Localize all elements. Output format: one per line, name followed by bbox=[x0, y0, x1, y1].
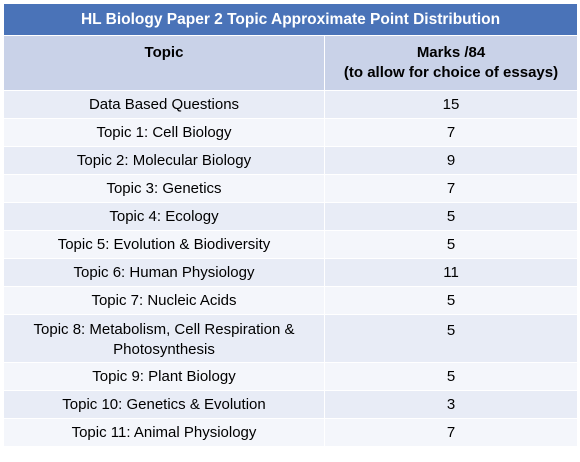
topic-label: Topic 6: Human Physiology bbox=[73, 263, 255, 281]
table-body: Data Based Questions 15 Topic 1: Cell Biol… bbox=[3, 90, 579, 447]
marks-value: 5 bbox=[446, 367, 456, 385]
header-marks: Marks /84 (to allow for choice of essays… bbox=[323, 35, 579, 91]
topic-cell: Topic 6: Human Physiology bbox=[3, 258, 325, 287]
header-marks-note: (to allow for choice of essays) bbox=[343, 64, 559, 81]
topic-cell: Topic 4: Ecology bbox=[3, 202, 325, 231]
topic-cell: Topic 8: Metabolism, Cell Respiration & … bbox=[3, 314, 325, 363]
topic-label: Topic 11: Animal Physiology bbox=[71, 423, 257, 441]
topic-cell: Topic 5: Evolution & Biodiversity bbox=[3, 230, 325, 259]
topic-cell: Topic 9: Plant Biology bbox=[3, 362, 325, 391]
table-row: Topic 2: Molecular Biology 9 bbox=[3, 146, 579, 175]
table-row: Topic 5: Evolution & Biodiversity 5 bbox=[3, 230, 579, 259]
marks-cell: 7 bbox=[323, 418, 579, 447]
topic-cell: Topic 11: Animal Physiology bbox=[3, 418, 325, 447]
marks-value: 5 bbox=[446, 291, 456, 309]
point-distribution-table-container: HL Biology Paper 2 Topic Approximate Poi… bbox=[2, 3, 579, 459]
topic-label: Topic 2: Molecular Biology bbox=[76, 151, 252, 169]
table-row: Topic 6: Human Physiology 11 bbox=[3, 258, 579, 287]
topic-label: Topic 10: Genetics & Evolution bbox=[62, 395, 266, 413]
marks-value: 7 bbox=[446, 423, 456, 441]
topic-label: Topic 3: Genetics bbox=[106, 179, 222, 197]
table-header-row: Topic Marks /84 (to allow for choice of … bbox=[3, 35, 579, 91]
table-row: Topic 10: Genetics & Evolution 3 bbox=[3, 390, 579, 419]
marks-cell: 5 bbox=[323, 230, 579, 259]
topic-cell: Topic 2: Molecular Biology bbox=[3, 146, 325, 175]
table-row: Topic 9: Plant Biology 5 bbox=[3, 362, 579, 391]
marks-cell: 5 bbox=[323, 286, 579, 315]
marks-value: 7 bbox=[446, 179, 456, 197]
table-row: Topic 3: Genetics 7 bbox=[3, 174, 579, 203]
table-row: Topic 7: Nucleic Acids 5 bbox=[3, 286, 579, 315]
topic-cell: Topic 7: Nucleic Acids bbox=[3, 286, 325, 315]
marks-cell: 5 bbox=[323, 362, 579, 391]
marks-cell: 3 bbox=[323, 390, 579, 419]
header-topic: Topic bbox=[3, 35, 325, 91]
marks-cell: 5 bbox=[323, 314, 579, 363]
table-row: Data Based Questions 15 bbox=[3, 90, 579, 119]
topic-label: Topic 4: Ecology bbox=[109, 207, 219, 225]
marks-value: 5 bbox=[446, 235, 456, 253]
marks-cell: 7 bbox=[323, 118, 579, 147]
marks-value: 5 bbox=[446, 207, 456, 225]
marks-cell: 11 bbox=[323, 258, 579, 287]
marks-value: 9 bbox=[446, 151, 456, 169]
topic-cell: Data Based Questions bbox=[3, 90, 325, 119]
table-row: Topic 8: Metabolism, Cell Respiration & … bbox=[3, 314, 579, 363]
table-row: Topic 4: Ecology 5 bbox=[3, 202, 579, 231]
table-row: Topic 1: Cell Biology 7 bbox=[3, 118, 579, 147]
topic-label: Topic 5: Evolution & Biodiversity bbox=[57, 235, 271, 253]
marks-cell: 9 bbox=[323, 146, 579, 175]
marks-cell: 15 bbox=[323, 90, 579, 119]
topic-label: Topic 1: Cell Biology bbox=[96, 123, 232, 141]
topic-cell: Topic 10: Genetics & Evolution bbox=[3, 390, 325, 419]
topic-cell: Topic 1: Cell Biology bbox=[3, 118, 325, 147]
marks-value: 7 bbox=[446, 123, 456, 141]
topic-label: Data Based Questions bbox=[88, 95, 240, 113]
header-marks-label: Marks /84 bbox=[416, 44, 486, 61]
point-distribution-table: HL Biology Paper 2 Topic Approximate Poi… bbox=[2, 3, 579, 447]
table-title: HL Biology Paper 2 Topic Approximate Poi… bbox=[2, 3, 579, 36]
table-row: Topic 11: Animal Physiology 7 bbox=[3, 418, 579, 447]
marks-value: 15 bbox=[442, 95, 460, 113]
topic-label: Topic 7: Nucleic Acids bbox=[91, 291, 237, 309]
table-title-row: HL Biology Paper 2 Topic Approximate Poi… bbox=[2, 3, 579, 36]
topic-cell: Topic 3: Genetics bbox=[3, 174, 325, 203]
marks-value: 11 bbox=[443, 263, 459, 281]
marks-value: 5 bbox=[446, 322, 456, 339]
marks-value: 3 bbox=[446, 395, 456, 413]
topic-label: Topic 8: Metabolism, Cell Respiration & … bbox=[33, 321, 295, 358]
marks-cell: 5 bbox=[323, 202, 579, 231]
marks-cell: 7 bbox=[323, 174, 579, 203]
topic-label: Topic 9: Plant Biology bbox=[92, 367, 236, 385]
